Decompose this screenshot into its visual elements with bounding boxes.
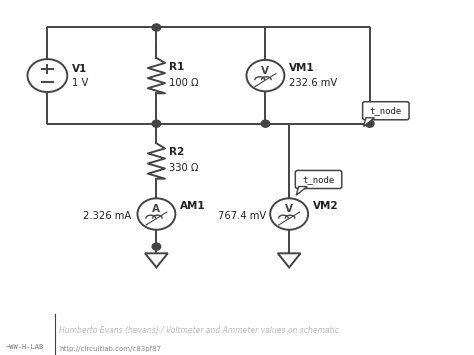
Circle shape [365, 120, 374, 127]
Circle shape [270, 198, 308, 230]
Text: AM1: AM1 [180, 201, 206, 211]
Text: 1 V: 1 V [72, 78, 89, 88]
Text: V: V [285, 204, 293, 214]
Text: A: A [153, 204, 160, 214]
Text: t_node: t_node [370, 106, 402, 115]
Text: CIRCUIT: CIRCUIT [6, 326, 46, 335]
FancyBboxPatch shape [363, 102, 409, 120]
Circle shape [152, 120, 161, 127]
Text: V1: V1 [72, 64, 87, 73]
Text: R1: R1 [169, 62, 184, 72]
Polygon shape [364, 118, 374, 126]
Text: V: V [262, 66, 269, 76]
Text: Humberto Evans (hevans) / Voltmeter and Ammeter values on schematic: Humberto Evans (hevans) / Voltmeter and … [59, 326, 339, 335]
Circle shape [152, 243, 161, 250]
Text: 232.6 mV: 232.6 mV [289, 78, 337, 88]
Text: t_node: t_node [302, 175, 335, 184]
Circle shape [137, 198, 175, 230]
Polygon shape [296, 186, 307, 195]
Text: 767.4 mV: 767.4 mV [218, 211, 266, 221]
Text: 2.326 mA: 2.326 mA [83, 211, 131, 221]
Circle shape [246, 60, 284, 91]
Text: VM2: VM2 [313, 201, 338, 211]
Circle shape [261, 120, 270, 127]
Text: 330 Ω: 330 Ω [169, 163, 199, 173]
FancyBboxPatch shape [295, 170, 342, 189]
Text: http://circuitlab.com/c83pf87: http://circuitlab.com/c83pf87 [59, 346, 161, 352]
Text: 100 Ω: 100 Ω [169, 78, 199, 88]
Text: R2: R2 [169, 147, 184, 157]
Circle shape [152, 24, 161, 31]
Text: ~WW-H-LAB: ~WW-H-LAB [6, 344, 44, 350]
Text: VM1: VM1 [289, 63, 315, 73]
